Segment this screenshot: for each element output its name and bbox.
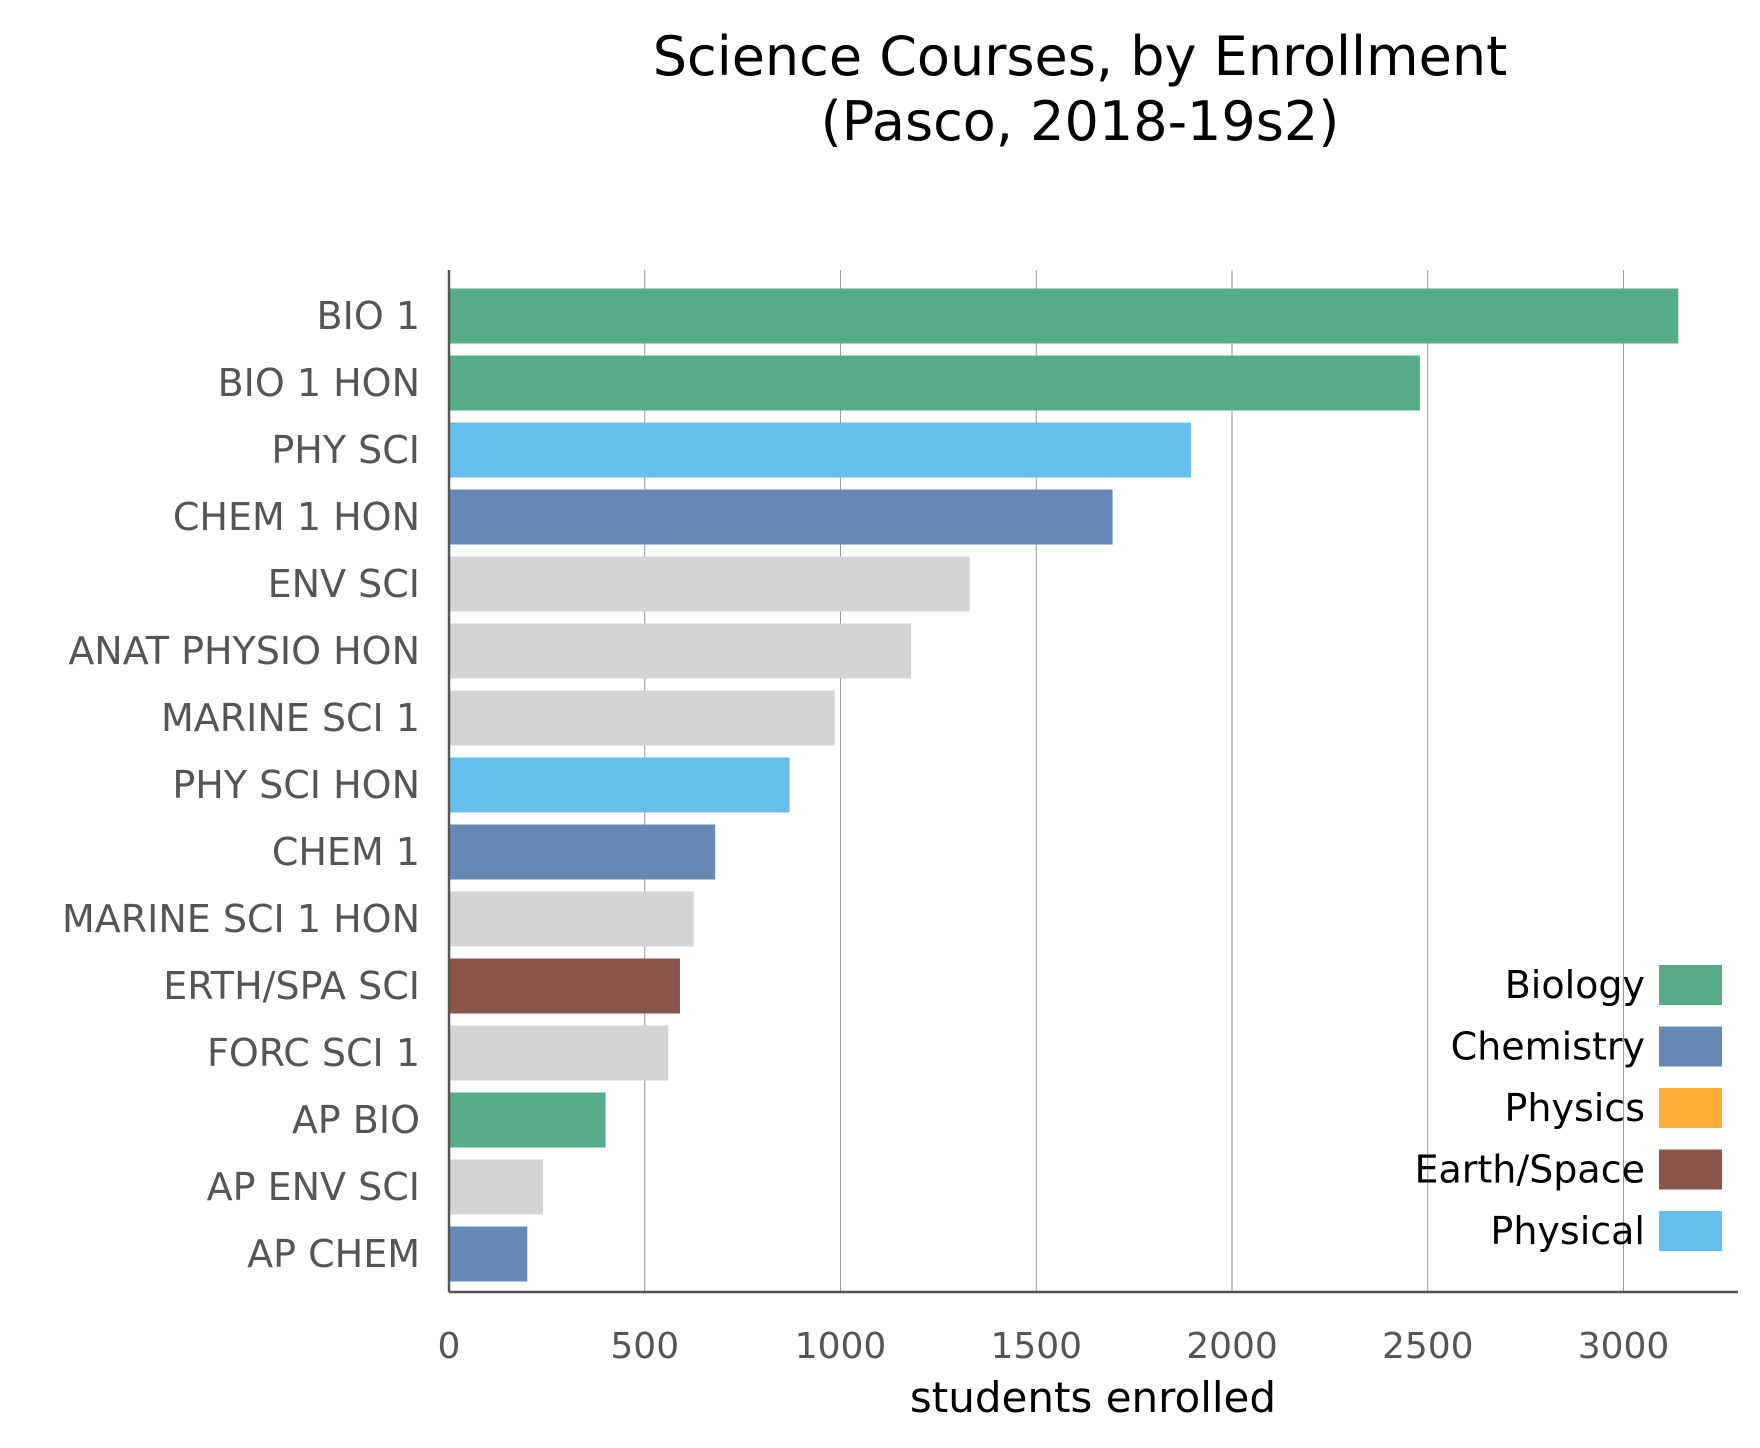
bar-erth-spa-sci	[449, 958, 680, 1014]
legend-swatch-biology	[1659, 965, 1722, 1005]
x-tick-label: 3000	[1578, 1326, 1670, 1367]
bars	[449, 288, 1679, 1282]
category-label: ERTH/SPA SCI	[163, 964, 420, 1008]
bar-marine-sci-1	[449, 690, 835, 746]
bar-ap-bio	[449, 1092, 606, 1148]
x-tick-label: 2000	[1186, 1326, 1278, 1367]
x-tick-label: 1500	[990, 1326, 1082, 1367]
bar-marine-sci-1-hon	[449, 891, 694, 947]
bar-chem-1-hon	[449, 489, 1113, 545]
legend-label: Physics	[1504, 1086, 1645, 1130]
bar-bio-1-hon	[449, 355, 1420, 411]
category-label: AP CHEM	[247, 1232, 420, 1276]
bar-phy-sci	[449, 422, 1191, 478]
bar-forc-sci-1	[449, 1025, 669, 1081]
chart-title-line-2: (Pasco, 2018-19s2)	[821, 90, 1340, 153]
category-labels: BIO 1 BIO 1 HON PHY SCI CHEM 1 HON ENV SCI AN…	[62, 294, 420, 1276]
category-label: MARINE SCI 1	[161, 696, 420, 740]
category-label: BIO 1 HON	[218, 361, 420, 405]
legend-label: Chemistry	[1451, 1025, 1645, 1069]
legend-swatch-chemistry	[1659, 1026, 1722, 1067]
category-label: ENV SCI	[268, 562, 420, 606]
legend-label: Physical	[1490, 1209, 1645, 1253]
category-label: BIO 1	[317, 294, 420, 338]
x-tick-label: 1000	[795, 1326, 887, 1367]
legend-swatch-earth-space	[1659, 1149, 1722, 1190]
legend-swatch-physics	[1659, 1088, 1722, 1128]
x-tick-label: 2500	[1382, 1326, 1474, 1367]
bar-phy-sci-hon	[449, 757, 790, 813]
bar-chem-1	[449, 824, 716, 880]
category-label: MARINE SCI 1 HON	[62, 897, 420, 941]
legend-label: Earth/Space	[1414, 1148, 1645, 1192]
x-tick-labels: 0 500 1000 1500 2000 2500 3000	[438, 1326, 1670, 1367]
category-label: CHEM 1 HON	[173, 495, 420, 539]
legend-swatch-physical	[1659, 1211, 1722, 1251]
chart-title-line-1: Science Courses, by Enrollment	[653, 25, 1508, 88]
legend-label: Biology	[1505, 963, 1645, 1007]
x-axis-label: students enrolled	[910, 1373, 1276, 1422]
category-label: FORC SCI 1	[207, 1031, 420, 1075]
bar-bio-1	[449, 288, 1679, 344]
bar-ap-env-sci	[449, 1159, 543, 1215]
bar-env-sci	[449, 556, 970, 612]
category-label: CHEM 1	[272, 830, 420, 874]
legend: Biology Chemistry Physics Earth/Space Physic…	[1414, 963, 1722, 1253]
x-tick-label: 0	[438, 1326, 461, 1367]
category-label: PHY SCI HON	[172, 763, 420, 807]
category-label: AP ENV SCI	[207, 1165, 420, 1209]
bar-ap-chem	[449, 1226, 528, 1282]
category-label: AP BIO	[292, 1098, 420, 1142]
category-label: PHY SCI	[271, 428, 420, 472]
x-tick-label: 500	[610, 1326, 679, 1367]
category-label: ANAT PHYSIO HON	[68, 629, 420, 673]
bar-anat-physio-hon	[449, 623, 911, 679]
